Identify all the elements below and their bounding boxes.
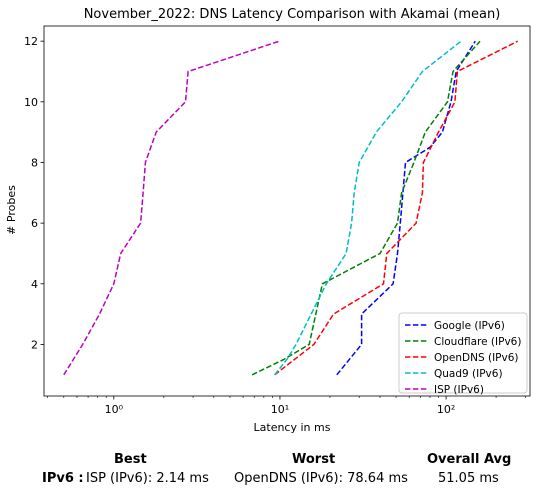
legend-label: Quad9 (IPv6) xyxy=(434,368,503,380)
latency-chart: 2 4 6 8 10 12 10⁰ 10¹ 10² Google (IPv6) Cloudflare… xyxy=(5,7,531,434)
legend-label: OpenDNS (IPv6) xyxy=(434,352,519,364)
series-line-4 xyxy=(63,40,280,376)
ipv6-row-label: IPv6 : xyxy=(42,471,84,486)
y-tick-label: 6 xyxy=(31,217,38,230)
y-tick-label: 8 xyxy=(31,156,38,169)
y-tick-label: 4 xyxy=(31,278,38,291)
y-axis-label: # Probes xyxy=(5,185,18,235)
chart-title: November_2022: DNS Latency Comparison wi… xyxy=(84,7,501,22)
overall-avg-header: Overall Avg xyxy=(427,452,512,467)
y-tick-label: 12 xyxy=(24,35,38,48)
overall-avg-value: 51.05 ms xyxy=(438,471,499,486)
x-tick-label: 10² xyxy=(437,403,455,416)
legend-label: Cloudflare (IPv6) xyxy=(434,336,521,348)
series-line-2 xyxy=(274,40,519,376)
legend-label: Google (IPv6) xyxy=(434,320,505,332)
legend-label: ISP (IPv6) xyxy=(434,384,484,396)
worst-value: OpenDNS (IPv6): 78.64 ms xyxy=(234,471,408,486)
legend-box xyxy=(398,312,528,394)
y-tick-label: 10 xyxy=(24,96,38,109)
worst-header: Worst xyxy=(292,452,336,467)
x-axis-label: Latency in ms xyxy=(254,421,331,434)
series-line-0 xyxy=(336,40,476,376)
x-tick-label: 10¹ xyxy=(271,403,289,416)
plot-frame xyxy=(43,25,531,397)
series-line-1 xyxy=(251,40,481,376)
y-tick-label: 2 xyxy=(31,338,38,351)
best-header: Best xyxy=(114,452,147,467)
best-value: ISP (IPv6): 2.14 ms xyxy=(86,471,209,486)
x-tick-label: 10⁰ xyxy=(105,403,124,416)
series-line-3 xyxy=(274,40,462,376)
